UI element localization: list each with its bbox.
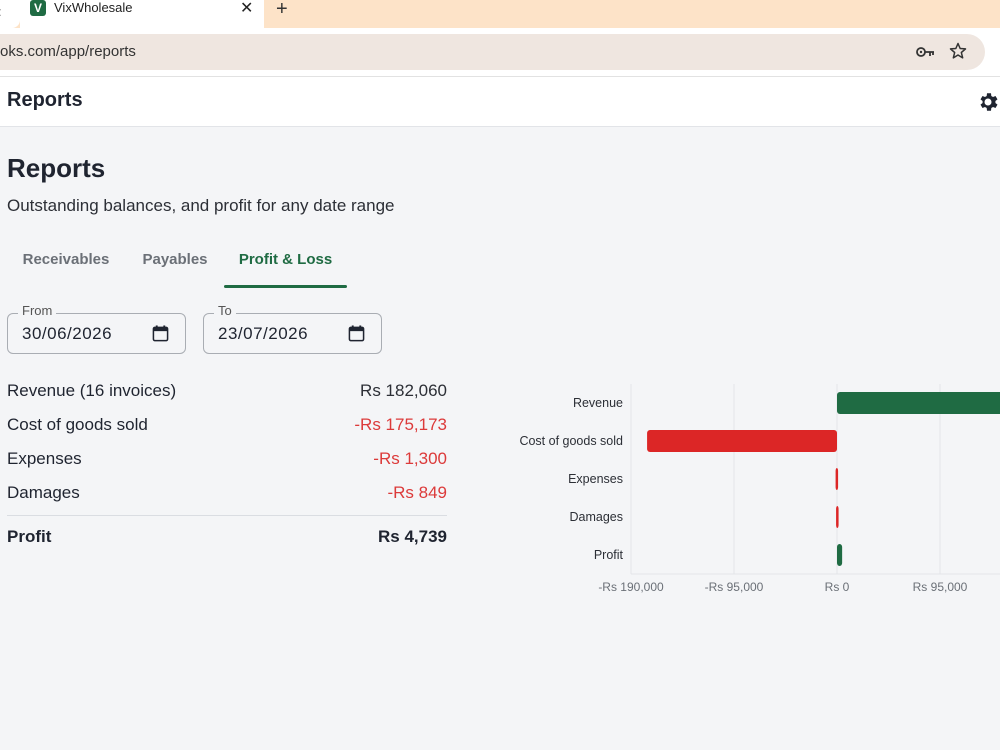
chart-category-label: Damages	[570, 510, 624, 524]
chart-tick-label: -Rs 95,000	[705, 580, 764, 594]
star-icon[interactable]	[948, 41, 968, 61]
summary-label: Revenue (16 invoices)	[7, 381, 177, 400]
summary-label: Damages	[7, 483, 80, 502]
to-date-field[interactable]: To 23/07/2026	[203, 303, 382, 354]
from-date-label: From	[18, 303, 57, 318]
tab-label: Receivables	[22, 251, 110, 268]
summary-row-revenue: Revenue (16 invoices) Rs 182,060	[7, 378, 447, 412]
chart-category-label: Cost of goods sold	[519, 434, 623, 448]
summary-label: Cost of goods sold	[7, 415, 148, 434]
previous-tab[interactable]: :	[0, 0, 20, 28]
tab-payables[interactable]: Payables	[125, 240, 225, 288]
app-header: Reports	[0, 76, 1000, 127]
key-icon[interactable]	[915, 43, 935, 61]
to-date-value: 23/07/2026	[218, 324, 309, 343]
gear-icon[interactable]	[976, 90, 1000, 114]
summary-row-profit: Profit Rs 4,739	[7, 524, 447, 558]
favicon-icon: V	[30, 0, 46, 16]
page-title: Reports	[7, 153, 106, 183]
summary-row-expenses: Expenses -Rs 1,300	[7, 446, 447, 480]
from-date-value: 30/06/2026	[22, 324, 113, 343]
summary-label: Expenses	[7, 449, 82, 468]
browser-tabstrip: : V VixWholesale ✕ +	[0, 0, 1000, 28]
chart-tick-label: Rs 0	[825, 580, 850, 594]
tab-edge-glyph: :	[0, 4, 2, 19]
summary-amount: -Rs 1,300	[373, 449, 447, 468]
chart-category-label: Revenue	[573, 396, 623, 410]
address-bar[interactable]: oks.com/app/reports	[0, 34, 985, 70]
summary-amount: -Rs 175,173	[354, 415, 447, 434]
chart-tick-label: -Rs 190,000	[598, 580, 664, 594]
chart-bar	[837, 392, 1000, 414]
chart-bar	[647, 430, 837, 452]
chart-category-label: Expenses	[568, 472, 623, 486]
from-date-field[interactable]: From 30/06/2026	[7, 303, 186, 354]
chart-tick-label: Rs 95,000	[913, 580, 968, 594]
tab-profit-loss[interactable]: Profit & Loss	[224, 240, 347, 288]
tab-title: VixWholesale	[54, 0, 133, 15]
browser-tab-active[interactable]: V VixWholesale ✕	[20, 0, 264, 28]
profit-loss-chart: Revenue Cost of goods sold Expenses Damages…	[519, 384, 1000, 594]
summary-total-label: Profit	[7, 527, 52, 546]
summary-row-cogs: Cost of goods sold -Rs 175,173	[7, 412, 447, 446]
calendar-icon[interactable]	[348, 325, 365, 342]
summary-amount: -Rs 849	[387, 483, 447, 502]
tab-label: Profit & Loss	[238, 251, 333, 268]
to-date-label: To	[214, 303, 236, 318]
calendar-icon[interactable]	[152, 325, 169, 342]
summary-amount: Rs 182,060	[360, 381, 447, 400]
browser-toolbar: oks.com/app/reports	[0, 28, 1000, 76]
app-header-title: Reports	[7, 89, 83, 111]
chart-category-label: Profit	[594, 548, 624, 562]
chart-bar	[836, 506, 839, 528]
new-tab-button[interactable]: +	[276, 0, 288, 20]
page-subtitle: Outstanding balances, and profit for any…	[7, 196, 395, 215]
tab-label: Payables	[142, 251, 208, 268]
summary-divider	[7, 515, 447, 516]
chart-bar	[835, 468, 839, 490]
summary-row-damages: Damages -Rs 849	[7, 480, 447, 514]
profit-loss-summary: Revenue (16 invoices) Rs 182,060 Cost of…	[7, 378, 447, 558]
chart-bar	[837, 544, 843, 566]
close-tab-icon[interactable]: ✕	[240, 0, 254, 17]
summary-total-amount: Rs 4,739	[378, 527, 447, 546]
active-tab-indicator	[224, 285, 347, 288]
tab-receivables[interactable]: Receivables	[7, 240, 125, 288]
url-text: oks.com/app/reports	[0, 43, 136, 60]
